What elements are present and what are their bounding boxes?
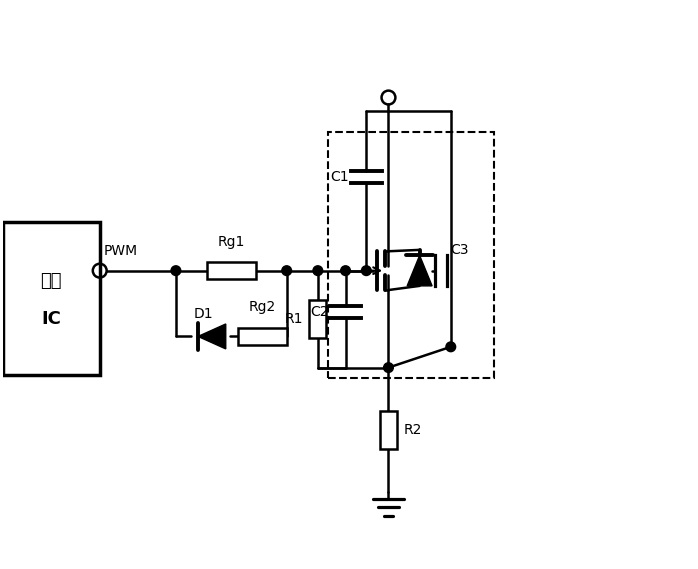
Bar bbox=[309, 300, 327, 338]
Bar bbox=[3, 222, 100, 374]
Bar bbox=[207, 262, 255, 279]
Circle shape bbox=[171, 266, 181, 275]
Text: C1: C1 bbox=[331, 170, 349, 184]
Circle shape bbox=[384, 363, 393, 373]
Circle shape bbox=[341, 266, 350, 275]
Circle shape bbox=[282, 266, 292, 275]
Text: IC: IC bbox=[41, 310, 61, 328]
Text: PWM: PWM bbox=[103, 244, 138, 258]
Text: 电源: 电源 bbox=[40, 272, 62, 290]
Text: C2: C2 bbox=[310, 305, 329, 319]
Text: R2: R2 bbox=[403, 423, 422, 437]
Bar bbox=[328, 132, 494, 378]
Polygon shape bbox=[198, 324, 225, 349]
Text: C3: C3 bbox=[450, 243, 468, 257]
Circle shape bbox=[446, 342, 456, 352]
Text: Rg2: Rg2 bbox=[248, 300, 276, 314]
Text: R1: R1 bbox=[284, 312, 303, 326]
Bar bbox=[238, 328, 287, 345]
Text: Rg1: Rg1 bbox=[218, 234, 245, 249]
Bar bbox=[380, 411, 397, 449]
Text: D1: D1 bbox=[194, 307, 214, 321]
Circle shape bbox=[362, 266, 371, 275]
Circle shape bbox=[313, 266, 322, 275]
Polygon shape bbox=[407, 255, 432, 286]
